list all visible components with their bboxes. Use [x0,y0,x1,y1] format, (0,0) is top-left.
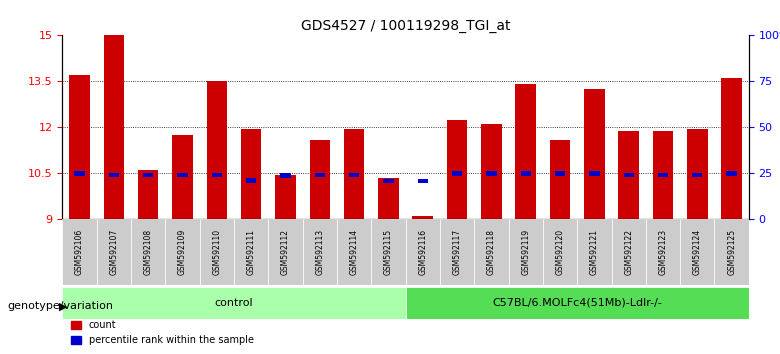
FancyBboxPatch shape [440,219,474,285]
Bar [447,120,467,219]
Text: C57BL/6.MOLFc4(51Mb)-Ldlr-/-: C57BL/6.MOLFc4(51Mb)-Ldlr-/- [492,298,662,308]
Text: GSM592112: GSM592112 [281,229,290,275]
Text: GSM592120: GSM592120 [555,229,565,275]
Bar [310,140,330,219]
FancyBboxPatch shape [577,219,612,285]
Text: ▶: ▶ [58,301,67,311]
Text: control: control [215,298,254,308]
Bar [726,171,737,176]
Text: GSM592109: GSM592109 [178,229,187,275]
Text: GSM592121: GSM592121 [590,229,599,275]
FancyBboxPatch shape [268,219,303,285]
FancyBboxPatch shape [406,287,749,319]
Bar [69,75,90,219]
Bar [550,140,570,219]
Text: GSM592115: GSM592115 [384,229,393,275]
FancyBboxPatch shape [612,219,646,285]
Text: GSM592106: GSM592106 [75,229,84,275]
Bar [104,35,124,219]
FancyBboxPatch shape [646,219,680,285]
Bar [211,172,222,177]
Bar [722,78,742,219]
Bar [275,175,296,219]
Bar [74,171,85,176]
Bar [486,171,497,176]
Bar [138,170,158,219]
FancyBboxPatch shape [303,219,337,285]
Text: GSM592116: GSM592116 [418,229,427,275]
Text: GSM592113: GSM592113 [315,229,324,275]
Text: genotype/variation: genotype/variation [8,301,114,311]
FancyBboxPatch shape [62,287,406,319]
Bar [520,171,531,176]
FancyBboxPatch shape [165,219,200,285]
Bar [246,178,257,183]
FancyBboxPatch shape [200,219,234,285]
Bar [481,124,502,219]
Title: GDS4527 / 100119298_TGI_at: GDS4527 / 100119298_TGI_at [301,19,510,33]
Bar [516,85,536,219]
Bar [172,135,193,219]
FancyBboxPatch shape [337,219,371,285]
Text: GSM592107: GSM592107 [109,229,119,275]
FancyBboxPatch shape [234,219,268,285]
Bar [378,178,399,219]
Bar [589,171,600,176]
Text: GSM592110: GSM592110 [212,229,222,275]
FancyBboxPatch shape [680,219,714,285]
Bar [417,179,428,183]
Bar [623,172,634,177]
FancyBboxPatch shape [474,219,509,285]
Text: GSM592114: GSM592114 [349,229,359,275]
FancyBboxPatch shape [62,219,97,285]
Text: GSM592117: GSM592117 [452,229,462,275]
Bar [687,129,707,219]
Bar [349,172,360,177]
Bar [413,216,433,219]
FancyBboxPatch shape [509,219,543,285]
Bar [658,172,668,177]
FancyBboxPatch shape [406,219,440,285]
Bar [177,172,188,177]
Bar [314,172,325,177]
Text: GSM592124: GSM592124 [693,229,702,275]
FancyBboxPatch shape [371,219,406,285]
Bar [143,172,154,177]
Bar [383,179,394,183]
Legend: count, percentile rank within the sample: count, percentile rank within the sample [67,316,257,349]
Text: GSM592119: GSM592119 [521,229,530,275]
Bar [344,129,364,219]
Bar [108,172,119,177]
Bar [241,129,261,219]
Bar [619,131,639,219]
Text: GSM592122: GSM592122 [624,229,633,275]
Text: GSM592118: GSM592118 [487,229,496,275]
FancyBboxPatch shape [714,219,749,285]
FancyBboxPatch shape [131,219,165,285]
Bar [555,171,565,176]
Text: GSM592111: GSM592111 [246,229,256,275]
FancyBboxPatch shape [543,219,577,285]
Bar [452,171,463,176]
Bar [584,89,604,219]
Text: GSM592108: GSM592108 [144,229,153,275]
Text: GSM592123: GSM592123 [658,229,668,275]
Text: GSM592125: GSM592125 [727,229,736,275]
FancyBboxPatch shape [97,219,131,285]
Bar [207,81,227,219]
Bar [280,173,291,178]
Bar [692,172,703,177]
Bar [653,131,673,219]
